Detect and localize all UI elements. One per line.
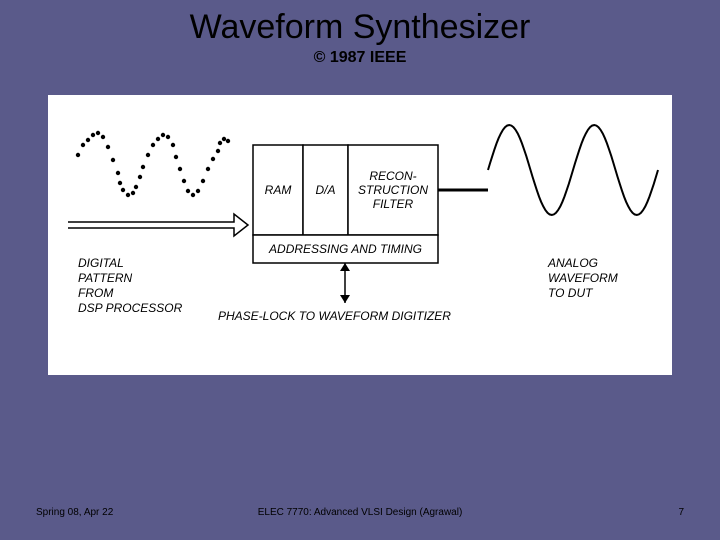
phase-arrow-head <box>340 263 350 271</box>
scatter-dot <box>111 158 115 162</box>
block-label: ADDRESSING AND TIMING <box>268 242 422 256</box>
scatter-dot <box>196 189 200 193</box>
diagram-label: WAVEFORM <box>548 271 618 285</box>
scatter-dot <box>96 131 100 135</box>
scatter-dot <box>171 143 175 147</box>
scatter-dot <box>91 133 95 137</box>
diagram-label: ANALOG <box>547 256 598 270</box>
scatter-dot <box>81 143 85 147</box>
scatter-dot <box>156 137 160 141</box>
footer-right: 7 <box>678 507 684 518</box>
scatter-dot <box>106 145 110 149</box>
block-label: RECON- <box>369 169 416 183</box>
scatter-dot <box>101 135 105 139</box>
scatter-dot <box>174 155 178 159</box>
diagram-label: PHASE-LOCK TO WAVEFORM DIGITIZER <box>218 309 451 323</box>
block-label: STRUCTION <box>358 183 428 197</box>
scatter-dot <box>121 188 125 192</box>
scatter-dot <box>178 167 182 171</box>
scatter-dot <box>226 139 230 143</box>
diagram-label: FROM <box>78 286 113 300</box>
scatter-dot <box>218 141 222 145</box>
scatter-dot <box>141 165 145 169</box>
scatter-dot <box>118 181 122 185</box>
scatter-dot <box>161 133 165 137</box>
scatter-dot <box>134 185 138 189</box>
scatter-dot <box>138 175 142 179</box>
sine-wave <box>488 125 658 215</box>
diagram-label: PATTERN <box>78 271 133 285</box>
scatter-dot <box>182 179 186 183</box>
diagram-figure: RAM D/A RECON-STRUCTIONFILTER ADDRESSING AN… <box>48 95 672 375</box>
slide-subtitle: © 1987 IEEE <box>0 49 720 67</box>
scatter-dot <box>151 143 155 147</box>
diagram-svg: RAM D/A RECON-STRUCTIONFILTER ADDRESSING AN… <box>48 95 672 375</box>
scatter-dot <box>211 157 215 161</box>
scatter-dot <box>126 193 130 197</box>
phase-arrow-head <box>340 295 350 303</box>
slide-title: Waveform Synthesizer <box>0 0 720 47</box>
block-label: D/A <box>315 183 335 197</box>
diagram-label: DIGITAL <box>78 256 124 270</box>
input-arrow <box>68 214 248 236</box>
diagram-label: DSP PROCESSOR <box>78 301 183 315</box>
footer-center: ELEC 7770: Advanced VLSI Design (Agrawal… <box>0 507 720 518</box>
scatter-dot <box>216 149 220 153</box>
scatter-dot <box>201 179 205 183</box>
block-label: FILTER <box>373 197 414 211</box>
diagram-label: TO DUT <box>548 286 594 300</box>
scatter-dot <box>166 135 170 139</box>
scatter-dot <box>222 137 226 141</box>
scatter-dot <box>86 138 90 142</box>
block-label: RAM <box>265 183 292 197</box>
scatter-dot <box>76 153 80 157</box>
scatter-dot <box>146 153 150 157</box>
scatter-dot <box>186 189 190 193</box>
scatter-dot <box>116 171 120 175</box>
scatter-dot <box>191 193 195 197</box>
scatter-dot <box>131 191 135 195</box>
scatter-dot <box>206 167 210 171</box>
